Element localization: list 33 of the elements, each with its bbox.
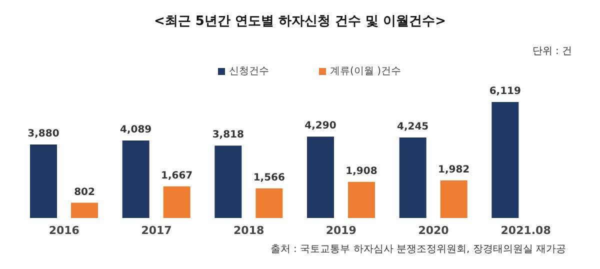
data-label: 6,119 [489,86,522,97]
x-tick-label: 2020 [418,224,450,237]
data-label: 1,982 [438,164,470,176]
legend-label: 계류(이월 )건수 [330,66,401,77]
bar [307,136,334,218]
data-label: 4,245 [397,122,429,133]
bar [71,202,98,218]
data-label: 3,818 [212,130,244,141]
bar [214,146,242,218]
data-label: 1,566 [253,172,286,184]
bar [30,144,57,218]
x-tick-label: 2018 [234,224,264,237]
data-label: 4,290 [304,120,336,132]
data-label: 3,880 [28,128,60,140]
bar [492,102,519,218]
legend-label: 신청건수 [229,66,269,77]
x-tick-label: 2016 [48,224,80,237]
bar [440,180,468,218]
chart-subtitle: 단위 : 건 [532,45,572,58]
x-tick-label: 2019 [326,224,356,237]
data-label: 4,089 [120,124,152,136]
x-tick-label: 2017 [141,224,172,237]
bar [122,140,150,218]
x-tick-label: 2021.08 [500,224,551,237]
chart-title: <최근 5년간 연도별 하자신청 건수 및 이월건수> [153,13,447,30]
bar [163,186,190,218]
data-label: 1,667 [161,170,193,182]
bar [348,182,375,218]
bar [399,138,426,218]
data-label: 802 [74,186,95,198]
data-label: 1,908 [346,166,378,177]
bar [256,188,283,218]
source-note: 출처 : 국토교통부 하자심사 분쟁조정위원회, 장경태의원실 재가공 [270,243,566,256]
